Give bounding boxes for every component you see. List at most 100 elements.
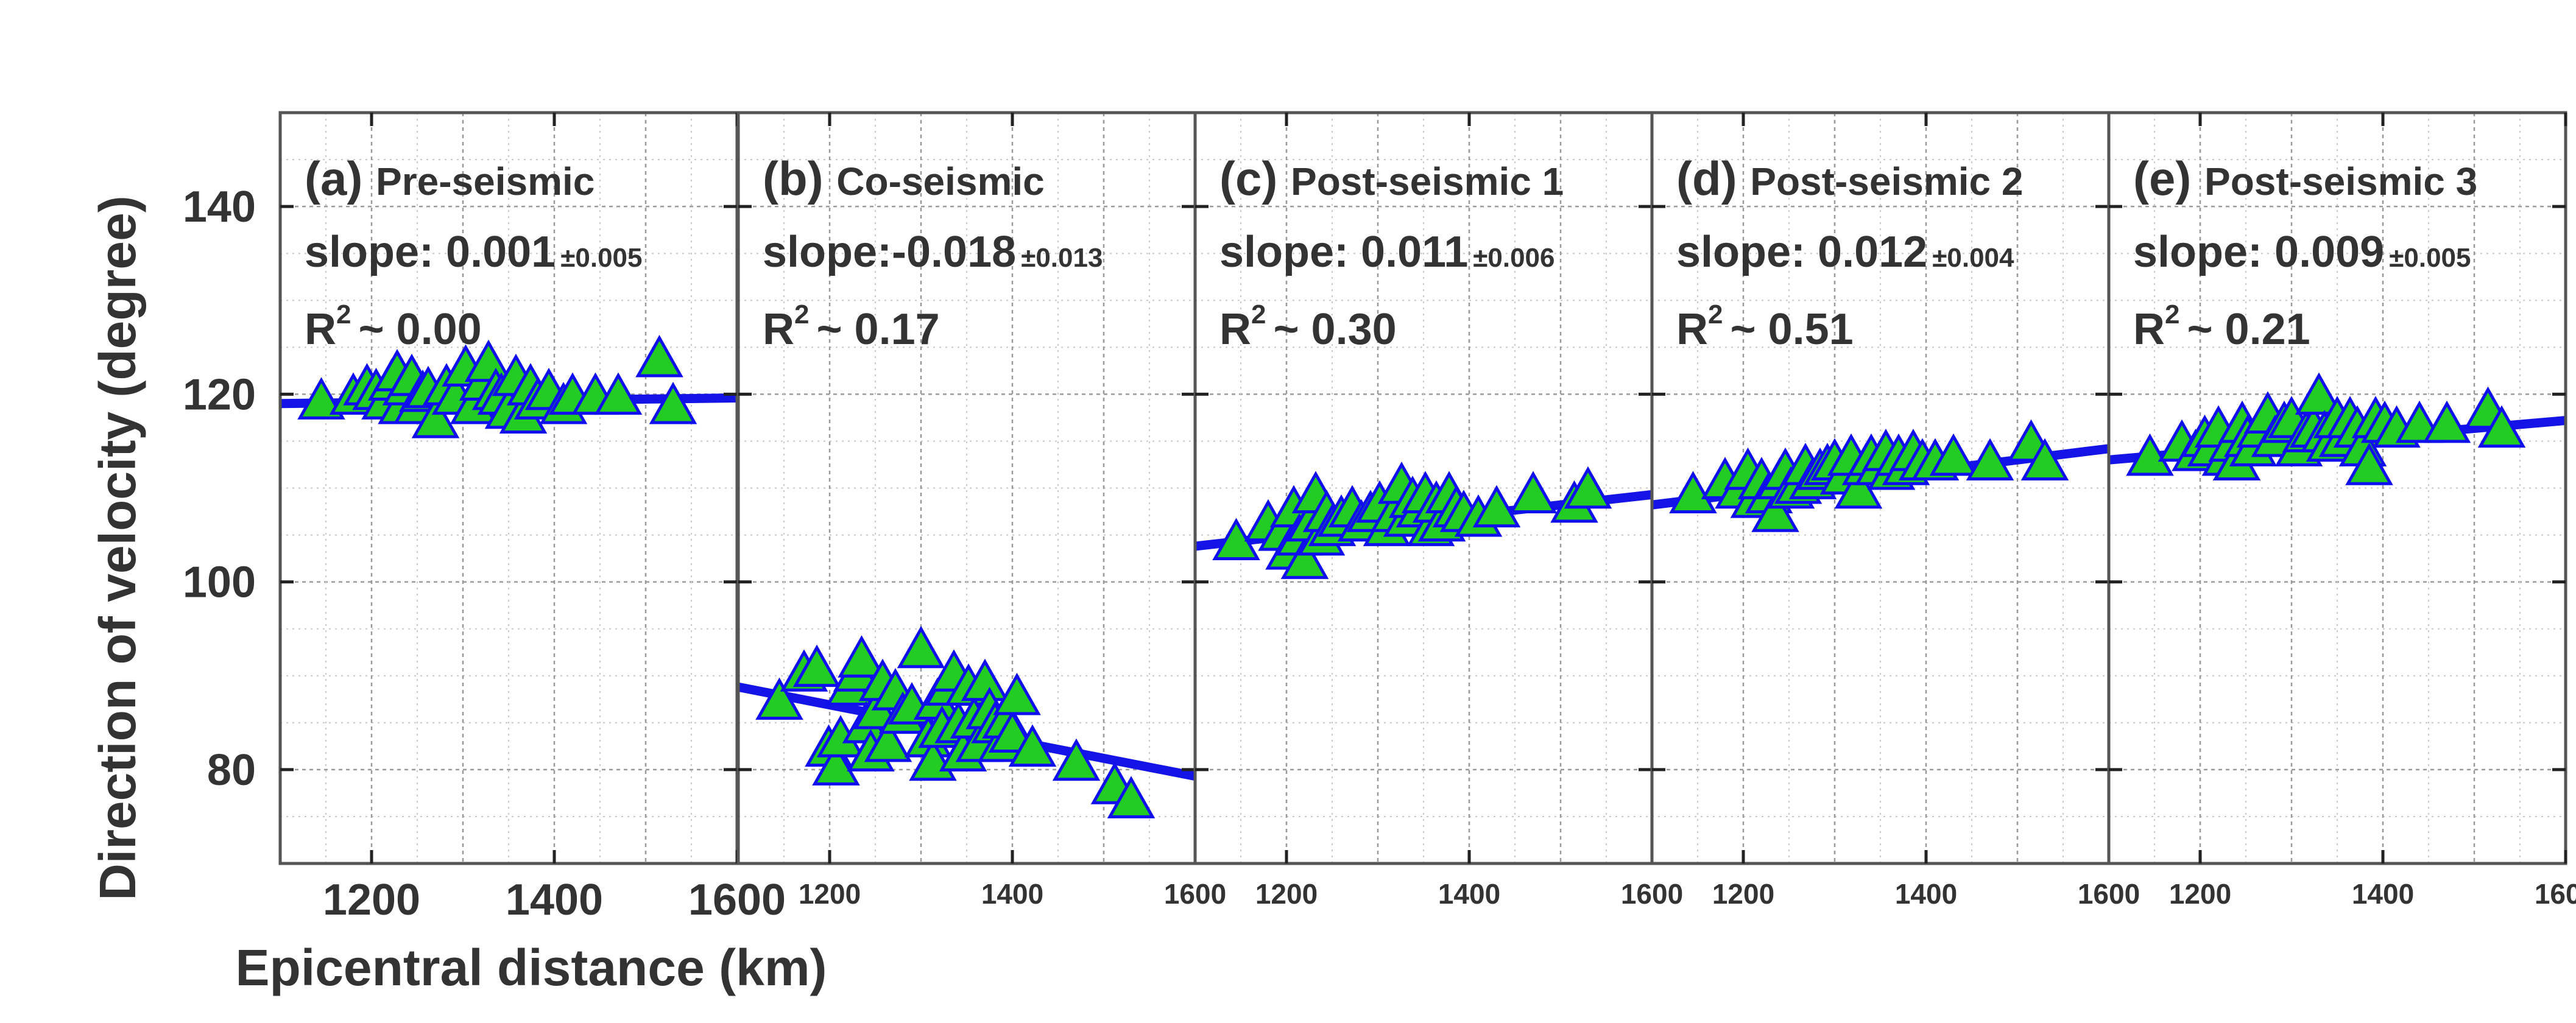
data-point-triangle — [2295, 372, 2343, 415]
data-point-triangle — [1751, 490, 1799, 532]
r2-superscript: 2 — [1251, 300, 1266, 329]
slope-error: ±0.005 — [560, 243, 642, 273]
panel-letter: (b) — [763, 152, 836, 205]
panel-title: (c) Post-seismic 1 — [1219, 152, 1564, 205]
slope-error: ±0.013 — [1021, 243, 1103, 273]
panel-letter: (a) — [305, 152, 376, 205]
y-axis-label: Direction of velocity (degree) — [89, 195, 146, 901]
panel-title: (d) Post-seismic 2 — [1676, 152, 2023, 205]
slope-value: slope: 0.001 — [305, 228, 556, 276]
data-points — [297, 334, 2526, 818]
panel-name: Co-seismic — [836, 160, 1044, 203]
r2-value: ~ 0.00 — [358, 305, 481, 354]
data-point-triangle — [1669, 471, 1717, 513]
r2-value: ~ 0.30 — [1273, 305, 1396, 354]
r2-symbol: R — [1676, 305, 1708, 354]
data-point-triangle — [411, 396, 460, 438]
data-point-triangle — [464, 339, 513, 382]
x-tick-label: 1600 — [688, 876, 786, 924]
slope-annotation: slope: 0.012 ±0.004 — [1676, 228, 2014, 276]
slope-error: ±0.004 — [1932, 243, 2014, 273]
data-point-triangle — [1280, 536, 1329, 579]
y-tick-label: 140 — [183, 183, 256, 231]
data-point-triangle — [1929, 433, 1978, 476]
data-point-triangle — [864, 719, 912, 762]
slope-annotation: slope: 0.011 ±0.006 — [1219, 228, 1555, 276]
r2-superscript: 2 — [794, 300, 809, 329]
slope-value: slope: 0.011 — [1219, 228, 1468, 276]
data-point-triangle — [2477, 405, 2526, 448]
r2-symbol: R — [763, 305, 794, 354]
x-tick-label: 1200 — [799, 878, 861, 910]
data-point-triangle — [792, 644, 841, 687]
slope-annotation: slope: 0.001 ±0.005 — [305, 228, 642, 276]
r2-value: ~ 0.17 — [816, 305, 939, 354]
r2-annotation: R2 ~ 0.00 — [305, 300, 482, 354]
data-point-triangle — [2422, 400, 2471, 443]
data-point-triangle — [838, 635, 886, 678]
panel-letter: (c) — [1219, 152, 1291, 205]
panel-e — [2108, 112, 2567, 864]
panel-letter: (d) — [1676, 152, 1750, 205]
panel-title: (a) Pre-seismic — [305, 152, 595, 205]
r2-value: ~ 0.21 — [2187, 305, 2310, 354]
slope-value: slope: 0.009 — [2133, 228, 2384, 276]
slope-error: ±0.006 — [1473, 243, 1554, 273]
panel-a — [279, 112, 738, 864]
panel-title: (e) Post-seismic 3 — [2133, 152, 2477, 205]
panel-title: (b) Co-seismic — [763, 152, 1045, 205]
data-point-triangle — [649, 381, 697, 424]
data-point-triangle — [993, 672, 1041, 715]
r2-superscript: 2 — [1708, 300, 1723, 329]
slope-annotation: slope: 0.009 ±0.005 — [2133, 228, 2471, 276]
r2-symbol: R — [305, 305, 336, 354]
x-tick-label: 1600 — [1621, 878, 1683, 910]
panel-frame — [2107, 111, 2567, 865]
r2-annotation: R2 ~ 0.51 — [1676, 300, 1854, 354]
x-tick-label: 1200 — [323, 876, 420, 924]
x-tick-label: 1600 — [2535, 878, 2576, 910]
x-tick-label: 1200 — [1255, 878, 1318, 910]
data-point-triangle — [635, 334, 683, 378]
x-tick-label: 1200 — [2169, 878, 2231, 910]
data-point-triangle — [1509, 471, 1558, 513]
r2-superscript: 2 — [336, 300, 351, 329]
x-tick-label: 1400 — [506, 876, 603, 924]
data-point-triangle — [297, 377, 345, 420]
x-tick-label: 1400 — [981, 878, 1043, 910]
r2-symbol: R — [2133, 305, 2165, 354]
x-tick-label: 1400 — [1895, 878, 1957, 910]
panel-frames — [278, 111, 2567, 865]
r2-annotation: R2 ~ 0.17 — [763, 300, 940, 354]
data-point-triangle — [1966, 438, 2014, 481]
data-point-triangle — [1472, 485, 1521, 528]
r2-annotation: R2 ~ 0.21 — [2133, 300, 2310, 354]
y-tick-label: 80 — [207, 746, 256, 795]
r2-value: ~ 0.51 — [1730, 305, 1853, 354]
x-tick-label: 1200 — [1712, 878, 1774, 910]
data-point-triangle — [1564, 466, 1612, 509]
r2-symbol: R — [1219, 305, 1251, 354]
data-point-triangle — [1008, 724, 1057, 767]
x-tick-label: 1600 — [1164, 878, 1226, 910]
panel-name: Post-seismic 2 — [1750, 160, 2023, 203]
data-point-triangle — [1052, 738, 1101, 781]
panel-letter: (e) — [2133, 152, 2204, 205]
slope-value: slope: 0.012 — [1676, 228, 1927, 276]
panel-name: Post-seismic 3 — [2204, 160, 2477, 203]
data-point-triangle — [755, 677, 803, 720]
y-tick-label: 100 — [183, 558, 256, 607]
r2-annotation: R2 ~ 0.30 — [1219, 300, 1397, 354]
x-axis-label: Epicentral distance (km) — [236, 939, 827, 996]
data-point-triangle — [812, 743, 860, 786]
x-tick-label: 1400 — [1438, 878, 1500, 910]
x-tick-label: 1600 — [2078, 878, 2140, 910]
data-point-triangle — [2020, 438, 2069, 481]
x-tick-label: 1400 — [2352, 878, 2414, 910]
slope-annotation: slope:-0.018 ±0.013 — [763, 228, 1103, 276]
data-point-triangle — [1107, 776, 1156, 818]
panel-name: Post-seismic 1 — [1291, 160, 1564, 203]
panel-name: Pre-seismic — [376, 160, 595, 203]
